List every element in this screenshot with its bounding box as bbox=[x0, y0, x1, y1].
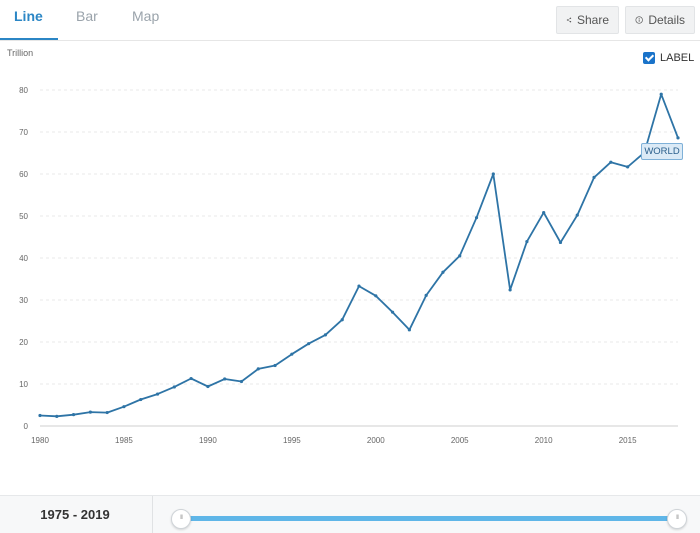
y-tick-label: 70 bbox=[19, 128, 28, 137]
share-button-label: Share bbox=[576, 13, 609, 27]
data-point[interactable] bbox=[323, 333, 328, 337]
data-point[interactable] bbox=[659, 92, 663, 96]
share-icon bbox=[566, 17, 572, 23]
x-tick-label: 2010 bbox=[535, 436, 553, 445]
data-point[interactable] bbox=[575, 213, 579, 217]
data-point[interactable] bbox=[558, 240, 563, 245]
x-tick-label: 1980 bbox=[31, 436, 49, 445]
data-point[interactable] bbox=[374, 294, 378, 298]
data-point[interactable] bbox=[390, 310, 395, 314]
data-point[interactable] bbox=[223, 377, 227, 381]
tab-line-label: Line bbox=[14, 8, 43, 24]
year-range-text: 1975 - 2019 bbox=[40, 507, 110, 522]
data-point[interactable] bbox=[155, 392, 160, 396]
footer-divider bbox=[152, 496, 153, 533]
y-axis: 0 10 20 30 40 50 60 70 80 bbox=[19, 86, 28, 431]
time-range-footer: 1975 - 2019 bbox=[0, 495, 700, 533]
data-point[interactable] bbox=[273, 363, 277, 368]
y-tick-label: 60 bbox=[19, 170, 28, 179]
tab-bar[interactable]: Bar bbox=[76, 8, 98, 24]
range-slider-track[interactable] bbox=[181, 516, 677, 521]
data-point[interactable] bbox=[122, 405, 126, 409]
label-toggle[interactable]: LABEL bbox=[643, 52, 694, 64]
data-point[interactable] bbox=[676, 136, 680, 140]
x-tick-label: 1995 bbox=[283, 436, 301, 445]
series-label-world[interactable]: WORLD bbox=[641, 143, 683, 160]
tab-line[interactable]: Line bbox=[0, 0, 58, 40]
x-tick-label: 1990 bbox=[199, 436, 217, 445]
data-point[interactable] bbox=[626, 165, 630, 169]
label-checkbox[interactable] bbox=[643, 52, 655, 64]
y-tick-label: 20 bbox=[19, 338, 28, 347]
data-point[interactable] bbox=[491, 172, 495, 176]
data-point[interactable] bbox=[508, 288, 512, 292]
data-point[interactable] bbox=[189, 376, 193, 381]
grid bbox=[40, 89, 678, 427]
y-tick-label: 80 bbox=[19, 86, 28, 95]
share-button[interactable]: Share bbox=[556, 6, 619, 34]
y-unit-label: Trillion bbox=[7, 48, 34, 58]
data-point[interactable] bbox=[542, 211, 546, 215]
y-tick-label: 50 bbox=[19, 212, 28, 221]
range-slider-end-handle[interactable] bbox=[667, 509, 687, 529]
range-slider-start-handle[interactable] bbox=[171, 509, 191, 529]
data-point[interactable] bbox=[458, 254, 462, 258]
data-point[interactable] bbox=[307, 342, 311, 346]
data-point[interactable] bbox=[441, 270, 445, 274]
x-tick-label: 2000 bbox=[367, 436, 385, 445]
data-point[interactable] bbox=[474, 216, 479, 220]
data-point[interactable] bbox=[592, 175, 596, 179]
data-point[interactable] bbox=[206, 384, 210, 389]
series-world bbox=[38, 92, 680, 418]
y-tick-label: 0 bbox=[24, 422, 29, 431]
details-button[interactable]: Details bbox=[625, 6, 695, 34]
data-point[interactable] bbox=[424, 293, 428, 297]
header-divider bbox=[0, 40, 700, 41]
data-point[interactable] bbox=[172, 385, 176, 389]
data-point[interactable] bbox=[290, 352, 294, 356]
info-icon bbox=[635, 16, 643, 24]
data-point[interactable] bbox=[38, 413, 42, 418]
details-button-label: Details bbox=[648, 13, 685, 27]
data-point[interactable] bbox=[239, 379, 244, 384]
label-toggle-text: LABEL bbox=[660, 52, 695, 64]
data-point[interactable] bbox=[525, 240, 529, 244]
line-chart: 0 10 20 30 40 50 60 70 80 1980 1985 1990 1995 2000 20… bbox=[19, 86, 680, 445]
data-point[interactable] bbox=[139, 397, 143, 402]
data-point[interactable] bbox=[71, 413, 76, 417]
y-tick-label: 30 bbox=[19, 296, 28, 305]
data-point[interactable] bbox=[55, 414, 59, 418]
data-point[interactable] bbox=[105, 410, 109, 415]
data-point[interactable] bbox=[609, 160, 613, 164]
tab-map[interactable]: Map bbox=[132, 8, 160, 24]
series-line bbox=[39, 93, 679, 418]
x-axis: 1980 1985 1990 1995 2000 2005 2010 2015 bbox=[31, 436, 637, 445]
data-point[interactable] bbox=[340, 318, 344, 322]
x-tick-label: 2015 bbox=[619, 436, 637, 445]
data-point[interactable] bbox=[407, 328, 411, 332]
data-point[interactable] bbox=[357, 284, 361, 288]
y-tick-label: 10 bbox=[19, 380, 28, 389]
y-tick-label: 40 bbox=[19, 254, 28, 263]
x-tick-label: 1985 bbox=[115, 436, 133, 445]
x-tick-label: 2005 bbox=[451, 436, 469, 445]
data-point[interactable] bbox=[256, 367, 260, 371]
data-point[interactable] bbox=[88, 410, 92, 414]
